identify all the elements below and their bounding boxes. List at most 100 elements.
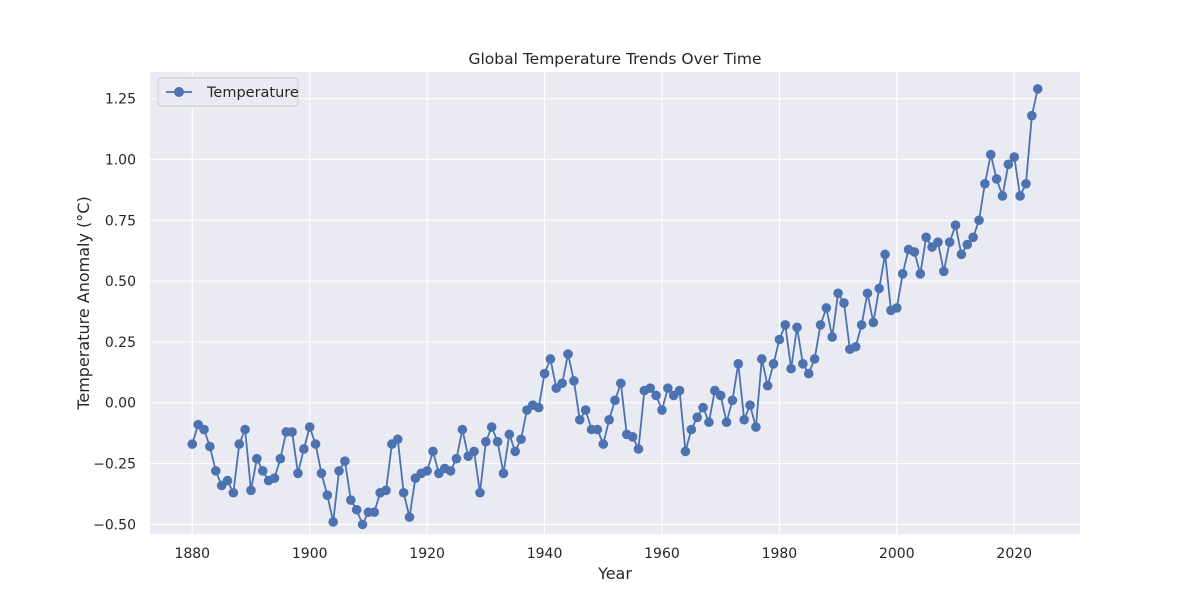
temperature-data-point xyxy=(299,444,309,454)
temperature-data-point xyxy=(481,436,491,447)
temperature-data-point xyxy=(956,249,967,260)
temperature-data-point xyxy=(680,446,691,457)
temperature-data-point xyxy=(257,466,268,476)
temperature-data-point xyxy=(369,507,380,518)
temperature-data-point xyxy=(616,378,626,389)
temperature-data-point xyxy=(862,288,873,299)
x-axis-ticks: 1880 1900 1920 1940 1960 1980 2000 2020 xyxy=(174,546,1032,562)
temperature-data-point xyxy=(839,298,849,308)
temperature-data-point xyxy=(404,512,415,522)
temperature-data-point xyxy=(334,466,344,476)
temperature-data-point xyxy=(563,349,573,359)
temperature-data-point xyxy=(803,368,814,379)
temperature-data-point xyxy=(1003,159,1014,170)
temperature-data-point xyxy=(921,232,931,243)
x-tick-label: 2020 xyxy=(996,546,1032,562)
temperature-data-point xyxy=(786,363,796,374)
temperature-data-point xyxy=(205,441,215,452)
temperature-data-point xyxy=(1015,191,1025,201)
plot-background xyxy=(150,72,1080,534)
temperature-data-point xyxy=(598,439,609,449)
temperature-data-point xyxy=(222,475,233,486)
legend-label-temperature: Temperature xyxy=(206,85,299,101)
temperature-data-point xyxy=(381,485,391,496)
x-tick-label: 2000 xyxy=(879,546,915,562)
temperature-data-point xyxy=(346,495,356,505)
x-axis-label: Year xyxy=(597,564,632,583)
legend: Temperature xyxy=(157,77,299,107)
temperature-data-point xyxy=(533,402,544,413)
temperature-data-point xyxy=(269,473,280,483)
temperature-data-point xyxy=(997,191,1008,201)
y-tick-label: 0.00 xyxy=(105,396,136,412)
temperature-data-point xyxy=(580,405,591,415)
temperature-data-point xyxy=(610,395,620,406)
temperature-data-point xyxy=(199,424,209,435)
temperature-data-point xyxy=(486,422,497,432)
temperature-data-point xyxy=(234,439,245,449)
temperature-data-point xyxy=(880,249,890,260)
temperature-data-point xyxy=(246,485,256,496)
temperature-data-point xyxy=(422,466,432,476)
temperature-data-point xyxy=(633,444,644,454)
temperature-data-point xyxy=(322,490,333,501)
temperature-data-point xyxy=(809,354,820,364)
temperature-data-point xyxy=(428,446,438,457)
temperature-data-point xyxy=(815,320,826,330)
temperature-data-point xyxy=(756,354,767,364)
temperature-data-point xyxy=(974,215,984,226)
temperature-data-point xyxy=(645,383,656,393)
temperature-data-point xyxy=(985,149,996,160)
temperature-data-point xyxy=(340,456,350,466)
chart-title: Global Temperature Trends Over Time xyxy=(468,50,761,68)
temperature-data-point xyxy=(492,436,503,447)
temperature-data-point xyxy=(592,424,603,435)
x-tick-label: 1980 xyxy=(762,546,798,562)
temperature-data-point xyxy=(692,412,702,423)
temperature-data-point xyxy=(498,468,509,479)
temperature-data-point xyxy=(933,237,943,247)
temperature-data-point xyxy=(938,266,949,277)
temperature-data-point xyxy=(210,466,221,476)
temperature-data-point xyxy=(739,414,749,425)
temperature-data-point xyxy=(228,487,239,498)
temperature-data-point xyxy=(856,320,867,330)
temperature-data-point xyxy=(762,380,773,391)
temperature-data-point xyxy=(698,402,708,413)
temperature-data-point xyxy=(316,468,327,479)
temperature-data-point xyxy=(950,220,961,230)
temperature-data-point xyxy=(1009,152,1020,162)
temperature-data-point xyxy=(475,487,485,498)
y-tick-label: −0.25 xyxy=(93,457,136,473)
x-tick-label: 1960 xyxy=(644,546,680,562)
temperature-data-point xyxy=(962,239,973,250)
temperature-data-point xyxy=(1027,110,1037,121)
temperature-data-point xyxy=(892,303,902,313)
temperature-data-point xyxy=(510,446,520,457)
temperature-data-point xyxy=(604,414,614,425)
temperature-data-point xyxy=(721,417,732,428)
temperature-data-point xyxy=(909,247,920,257)
temperature-data-point xyxy=(915,269,926,279)
temperature-data-point xyxy=(897,269,908,279)
temperature-data-point xyxy=(627,432,638,442)
temperature-data-point xyxy=(252,453,262,464)
temperature-data-point xyxy=(651,390,661,401)
y-tick-label: 0.75 xyxy=(105,213,136,229)
temperature-data-point xyxy=(774,334,785,345)
temperature-data-point xyxy=(704,417,714,428)
temperature-data-point xyxy=(457,424,468,435)
temperature-data-point xyxy=(445,466,456,476)
temperature-data-point xyxy=(293,468,303,479)
temperature-data-point xyxy=(545,354,556,364)
y-tick-label: −0.50 xyxy=(93,517,136,533)
temperature-data-point xyxy=(357,519,368,530)
temperature-data-point xyxy=(569,376,579,386)
temperature-data-point xyxy=(663,383,673,393)
y-axis-label: Temperature Anomaly (°C) xyxy=(74,196,93,410)
temperature-data-point xyxy=(398,487,409,498)
temperature-data-point xyxy=(980,178,990,189)
temperature-data-point xyxy=(715,390,726,401)
legend-box xyxy=(157,77,299,107)
